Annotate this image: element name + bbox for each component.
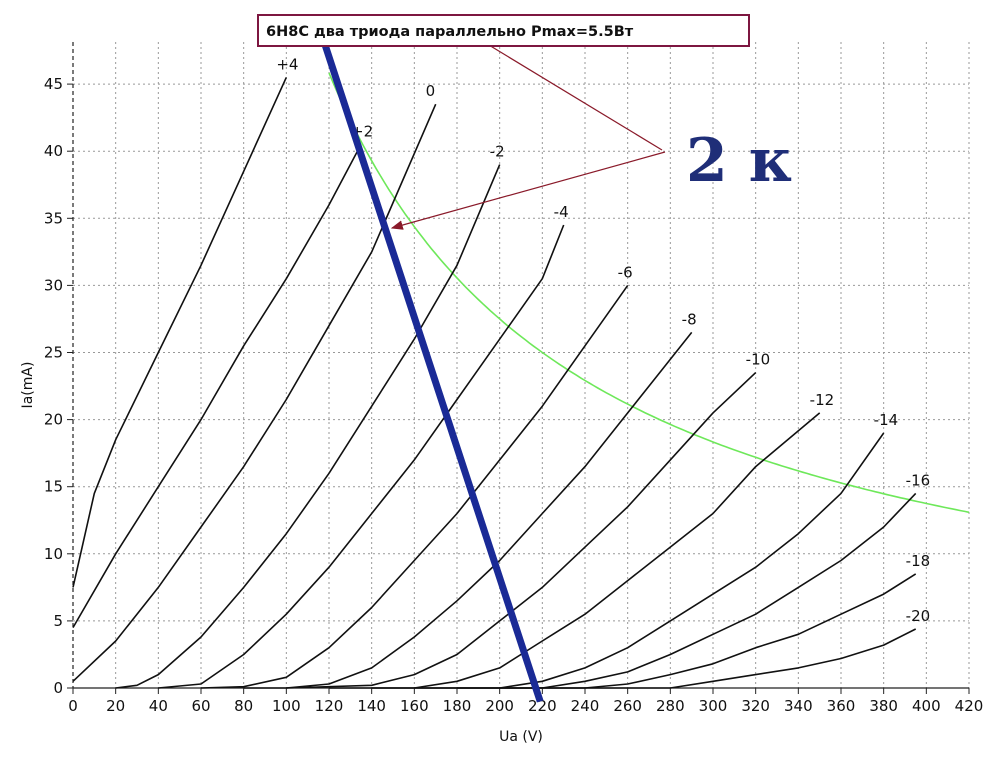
curve-grid--16	[414, 492, 917, 689]
x-tick-label: 180	[443, 697, 472, 715]
curve-label: -2	[490, 143, 505, 161]
curve-grid--20	[499, 628, 917, 689]
curve-label: -16	[906, 471, 931, 489]
curve-grid--6	[200, 284, 629, 689]
title-box	[257, 14, 750, 47]
curve-grid--14	[371, 432, 885, 689]
curve-grid--10	[286, 372, 757, 689]
x-tick-label: 260	[613, 697, 642, 715]
chart-title: 6Н8С два триода параллельно Pmax=5.5Вт	[266, 24, 634, 40]
resistance-annotation: 2 к	[686, 126, 792, 196]
x-tick-label: 40	[149, 697, 168, 715]
load-line-2k	[321, 42, 544, 703]
x-tick-label: 220	[528, 697, 557, 715]
curve-label: -4	[554, 203, 569, 221]
y-tick-label: 15	[44, 478, 63, 496]
curve-grid--18	[457, 573, 917, 689]
curve-label: -20	[906, 607, 931, 625]
axes	[67, 42, 970, 694]
curve-grid--4	[158, 224, 565, 689]
x-tick-label: 380	[869, 697, 898, 715]
arrow-to-operating-point	[390, 151, 666, 230]
annotation-arrows	[390, 35, 666, 230]
curve-grid--12	[329, 412, 821, 689]
x-tick-label: 300	[699, 697, 728, 715]
x-tick-label: 360	[827, 697, 856, 715]
curve-label: +4	[276, 55, 298, 73]
pmax-curve	[328, 72, 970, 514]
curve-grid-+4	[72, 77, 288, 588]
y-tick-label: 30	[44, 276, 63, 294]
x-tick-label: 120	[315, 697, 344, 715]
x-tick-label: 60	[191, 697, 210, 715]
anode-curves	[72, 77, 917, 689]
x-tick-label: 340	[784, 697, 813, 715]
y-tick-label: 40	[44, 142, 63, 160]
grid	[73, 42, 970, 688]
x-tick-label: 100	[272, 697, 301, 715]
curve-label: -8	[682, 310, 697, 328]
curve-grid--2	[115, 164, 501, 689]
y-tick-label: 20	[44, 411, 63, 429]
x-axis-title: Ua (V)	[499, 729, 543, 745]
curve-label: -14	[874, 411, 899, 429]
x-tick-label: 20	[106, 697, 125, 715]
y-tick-label: 35	[44, 209, 63, 227]
x-tick-label: 420	[955, 697, 984, 715]
curve-grid-+2	[72, 144, 362, 629]
curve-grid--8	[243, 331, 693, 689]
curve-label: -18	[906, 552, 931, 570]
y-tick-label: 10	[44, 545, 63, 563]
curve-grid-0	[72, 103, 437, 682]
x-tick-label: 400	[912, 697, 941, 715]
curve-label: -6	[618, 263, 633, 281]
x-tick-label: 160	[400, 697, 429, 715]
pmax-hyperbola	[328, 72, 970, 514]
x-tick-label: 200	[485, 697, 514, 715]
x-tick-label: 320	[741, 697, 770, 715]
x-tick-label: 140	[357, 697, 386, 715]
curve-label: 0	[426, 82, 436, 100]
y-tick-label: 25	[44, 344, 63, 362]
x-tick-label: 0	[68, 697, 78, 715]
y-tick-label: 0	[53, 679, 63, 697]
y-tick-label: 45	[44, 75, 63, 93]
curve-label: -10	[746, 351, 771, 369]
arrow-to-title	[472, 35, 663, 151]
y-axis-title: Ia(mA)	[20, 362, 36, 409]
curve-label: -12	[810, 391, 835, 409]
curve-labels: +4+20-2-4-6-8-10-12-14-16-18-20	[276, 55, 930, 625]
x-tick-label: 280	[656, 697, 685, 715]
tick-labels: 0 20 40 60 80 100 120 140 160 180 200 220 240 260 280 3…	[44, 75, 983, 715]
y-tick-label: 5	[53, 612, 63, 630]
x-tick-label: 80	[234, 697, 253, 715]
x-tick-label: 240	[571, 697, 600, 715]
load-line	[321, 42, 544, 703]
